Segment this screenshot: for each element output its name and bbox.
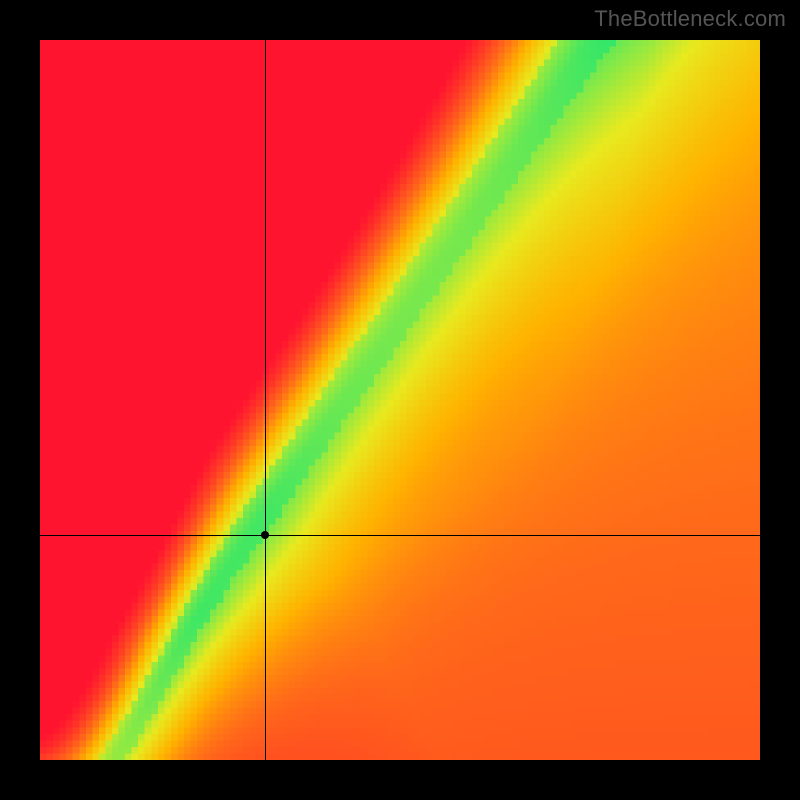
crosshair-horizontal <box>40 535 760 536</box>
watermark-text: TheBottleneck.com <box>594 6 786 32</box>
heatmap-canvas <box>40 40 760 760</box>
plot-area <box>40 40 760 760</box>
crosshair-vertical <box>265 40 266 760</box>
crosshair-marker <box>261 531 269 539</box>
chart-container: TheBottleneck.com <box>0 0 800 800</box>
